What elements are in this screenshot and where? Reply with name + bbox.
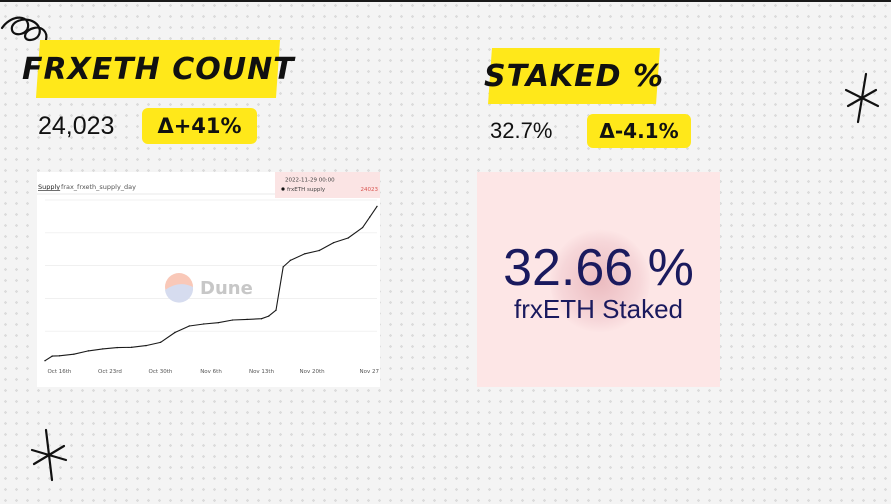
x-tick-label: Nov 13th [249,369,275,375]
data-point [304,253,306,255]
chart-tab-label[interactable]: Supply [38,183,60,191]
x-tick-label: Nov 27 [360,369,380,375]
data-point [51,355,53,357]
data-point [130,346,133,348]
squiggle-icon [0,16,48,42]
data-point [318,249,320,252]
series-line-frxeth-supply [44,206,378,362]
staked-title: STAKED % [484,48,664,104]
data-point [268,315,270,317]
dune-logo-watermark [550,229,650,333]
data-point [289,259,292,262]
data-point [73,353,75,355]
dune-watermark: Dune [165,273,253,303]
tooltip-series-name: frxETH supply [287,187,326,193]
data-point [102,348,104,350]
x-tick-label: Oct 30th [149,369,173,375]
data-point [369,216,371,218]
tooltip-box [275,172,380,198]
data-point [275,309,277,311]
supply-chart: Supply frax_frxeth_supply_day Dune Oct 1… [37,172,380,375]
supply-chart-card: Supply frax_frxeth_supply_day Dune Oct 1… [37,172,380,387]
x-tick-label: Nov 20th [299,369,325,375]
data-point [116,346,118,349]
sparkle-icon-right [844,72,880,124]
tooltip-date: 2022-11-29 00:00 [285,178,335,184]
staked-card-label: frxETH Staked [513,294,684,324]
top-border [0,0,891,2]
frxeth-count-value: 24,023 [38,112,115,140]
frxeth-delta-badge: Δ+41% [142,108,257,144]
tooltip-series-value: 24023 [361,187,379,193]
staked-card-value: 32.66 % [503,239,694,297]
data-point [58,355,61,357]
data-point [361,226,364,229]
data-point [87,350,90,352]
staked-card: 32.66 % frxETH Staked [477,172,720,387]
data-point [44,360,46,362]
data-point [231,319,234,321]
tooltip-series-dot [281,187,285,191]
data-point [282,266,284,268]
data-point [203,323,205,325]
staked-value: 32.7% [490,118,553,143]
dune-watermark-text: Dune [200,278,253,299]
frxeth-count-title: FRXETH COUNT [22,40,294,98]
data-point [376,205,378,208]
sparkle-icon-bottom [30,428,68,482]
chart-tooltip: 2022-11-29 00:00 frxETH supply 24023 [275,172,380,198]
x-tick-label: Oct 23rd [98,369,122,375]
data-point [159,341,162,344]
data-point [188,325,191,327]
staked-delta-badge: Δ-4.1% [587,114,691,148]
x-tick-label: Oct 16th [47,369,71,375]
chart-query-name: frax_frxeth_supply_day [61,183,136,191]
data-point [260,318,263,320]
data-point [246,318,248,321]
data-point [347,237,349,239]
dune-logo-icon-lower [165,284,194,303]
data-point [217,321,219,324]
data-point [145,344,147,347]
data-point [174,331,176,334]
x-tick-label: Nov 6th [200,369,222,375]
data-point [332,241,335,244]
